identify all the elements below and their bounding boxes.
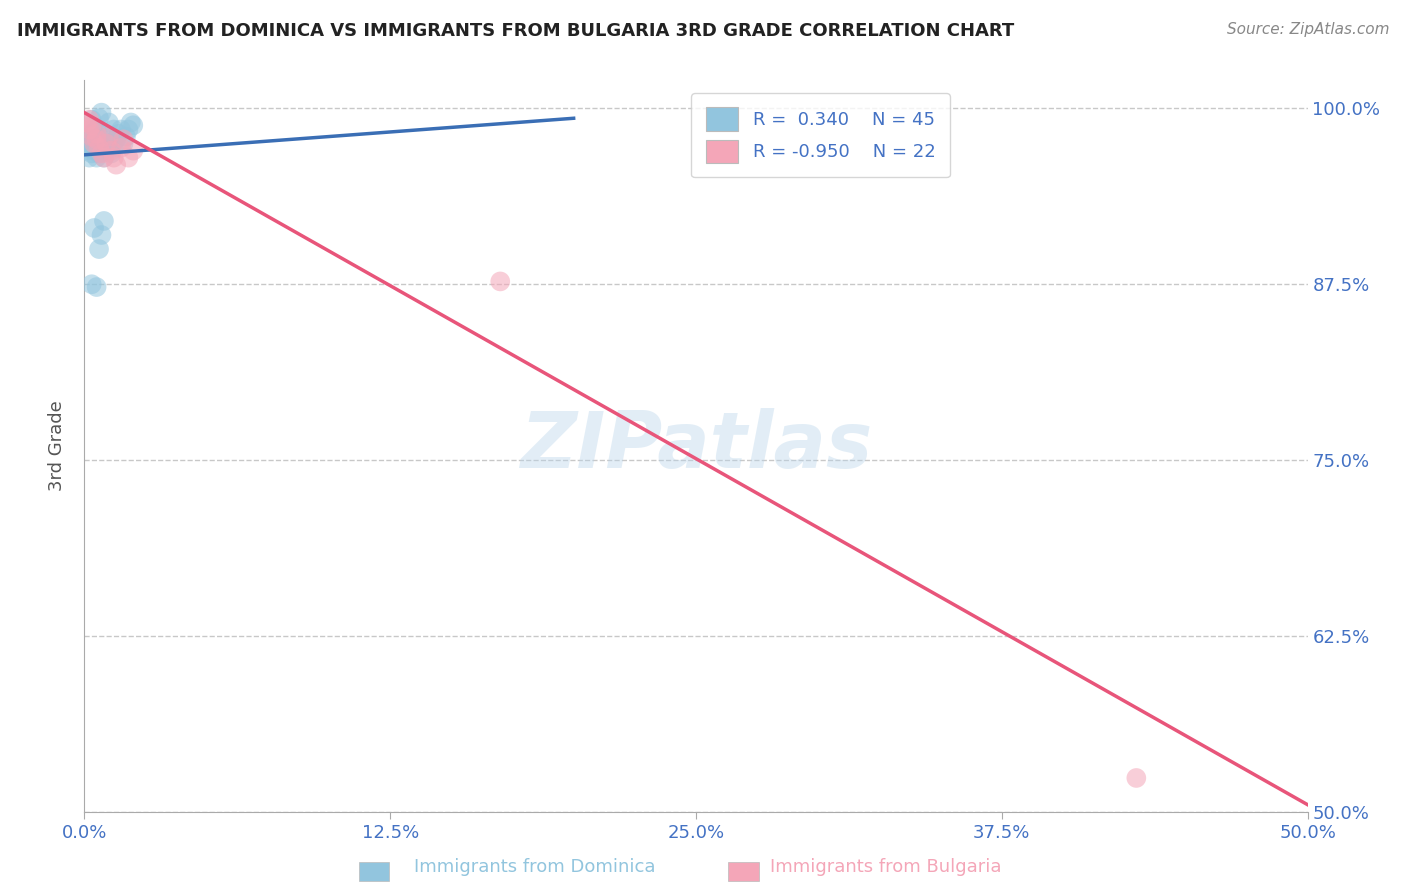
Point: [90, 227, 112, 242]
Point: [96, 144, 118, 158]
Point: [87, 136, 110, 151]
Point: [100, 144, 122, 158]
Point: [90, 105, 112, 120]
Text: IMMIGRANTS FROM DOMINICA VS IMMIGRANTS FROM BULGARIA 3RD GRADE CORRELATION CHART: IMMIGRANTS FROM DOMINICA VS IMMIGRANTS F…: [17, 22, 1014, 40]
Point: [489, 275, 512, 289]
Point: [105, 132, 128, 146]
Point: [87, 112, 110, 126]
Point: [80, 146, 103, 161]
Point: [83, 122, 105, 136]
Text: Immigrants from Dominica: Immigrants from Dominica: [413, 858, 655, 876]
Y-axis label: 3rd Grade: 3rd Grade: [48, 401, 66, 491]
Point: [87, 146, 110, 161]
Point: [122, 144, 145, 158]
Point: [1125, 771, 1147, 785]
Point: [97, 115, 120, 129]
Point: [76, 115, 98, 129]
Point: [76, 144, 98, 158]
Point: [86, 151, 108, 165]
Point: [115, 129, 138, 144]
Point: [112, 136, 135, 151]
Point: [120, 115, 142, 129]
Point: [87, 242, 110, 256]
Text: Immigrants from Bulgaria: Immigrants from Bulgaria: [770, 858, 1001, 876]
Point: [93, 151, 115, 165]
Legend: R =  0.340    N = 45, R = -0.950    N = 22: R = 0.340 N = 45, R = -0.950 N = 22: [692, 93, 950, 178]
Point: [80, 136, 103, 151]
Point: [77, 151, 100, 165]
Point: [87, 141, 110, 155]
Point: [83, 132, 105, 146]
Point: [80, 127, 103, 141]
Point: [97, 129, 120, 144]
Point: [107, 127, 129, 141]
Point: [93, 214, 115, 228]
Point: [83, 221, 105, 235]
Point: [77, 141, 100, 155]
Point: [117, 122, 139, 136]
Point: [86, 141, 108, 155]
Point: [96, 136, 118, 151]
Point: [86, 280, 108, 294]
Point: [93, 141, 115, 155]
Text: ZIPatlas: ZIPatlas: [520, 408, 872, 484]
Point: [83, 144, 105, 158]
Point: [86, 132, 108, 146]
Point: [90, 144, 112, 158]
Point: [112, 132, 135, 146]
Point: [80, 118, 103, 132]
Point: [103, 141, 125, 155]
Point: [86, 129, 108, 144]
Point: [83, 136, 105, 151]
Point: [103, 122, 125, 136]
Point: [76, 136, 98, 151]
Point: [80, 112, 103, 127]
Point: [77, 122, 100, 136]
Point: [110, 122, 132, 136]
Point: [86, 122, 108, 136]
Point: [122, 118, 145, 132]
Point: [90, 146, 112, 161]
Point: [86, 127, 108, 141]
Point: [80, 129, 103, 144]
Text: Source: ZipAtlas.com: Source: ZipAtlas.com: [1226, 22, 1389, 37]
Point: [103, 151, 125, 165]
Point: [110, 141, 132, 155]
Point: [77, 112, 100, 127]
Point: [80, 277, 103, 292]
Point: [97, 136, 120, 151]
Point: [90, 132, 112, 146]
Point: [93, 151, 115, 165]
Point: [97, 129, 120, 144]
Point: [100, 146, 122, 161]
Point: [105, 158, 128, 172]
Point: [77, 129, 100, 144]
Point: [117, 151, 139, 165]
